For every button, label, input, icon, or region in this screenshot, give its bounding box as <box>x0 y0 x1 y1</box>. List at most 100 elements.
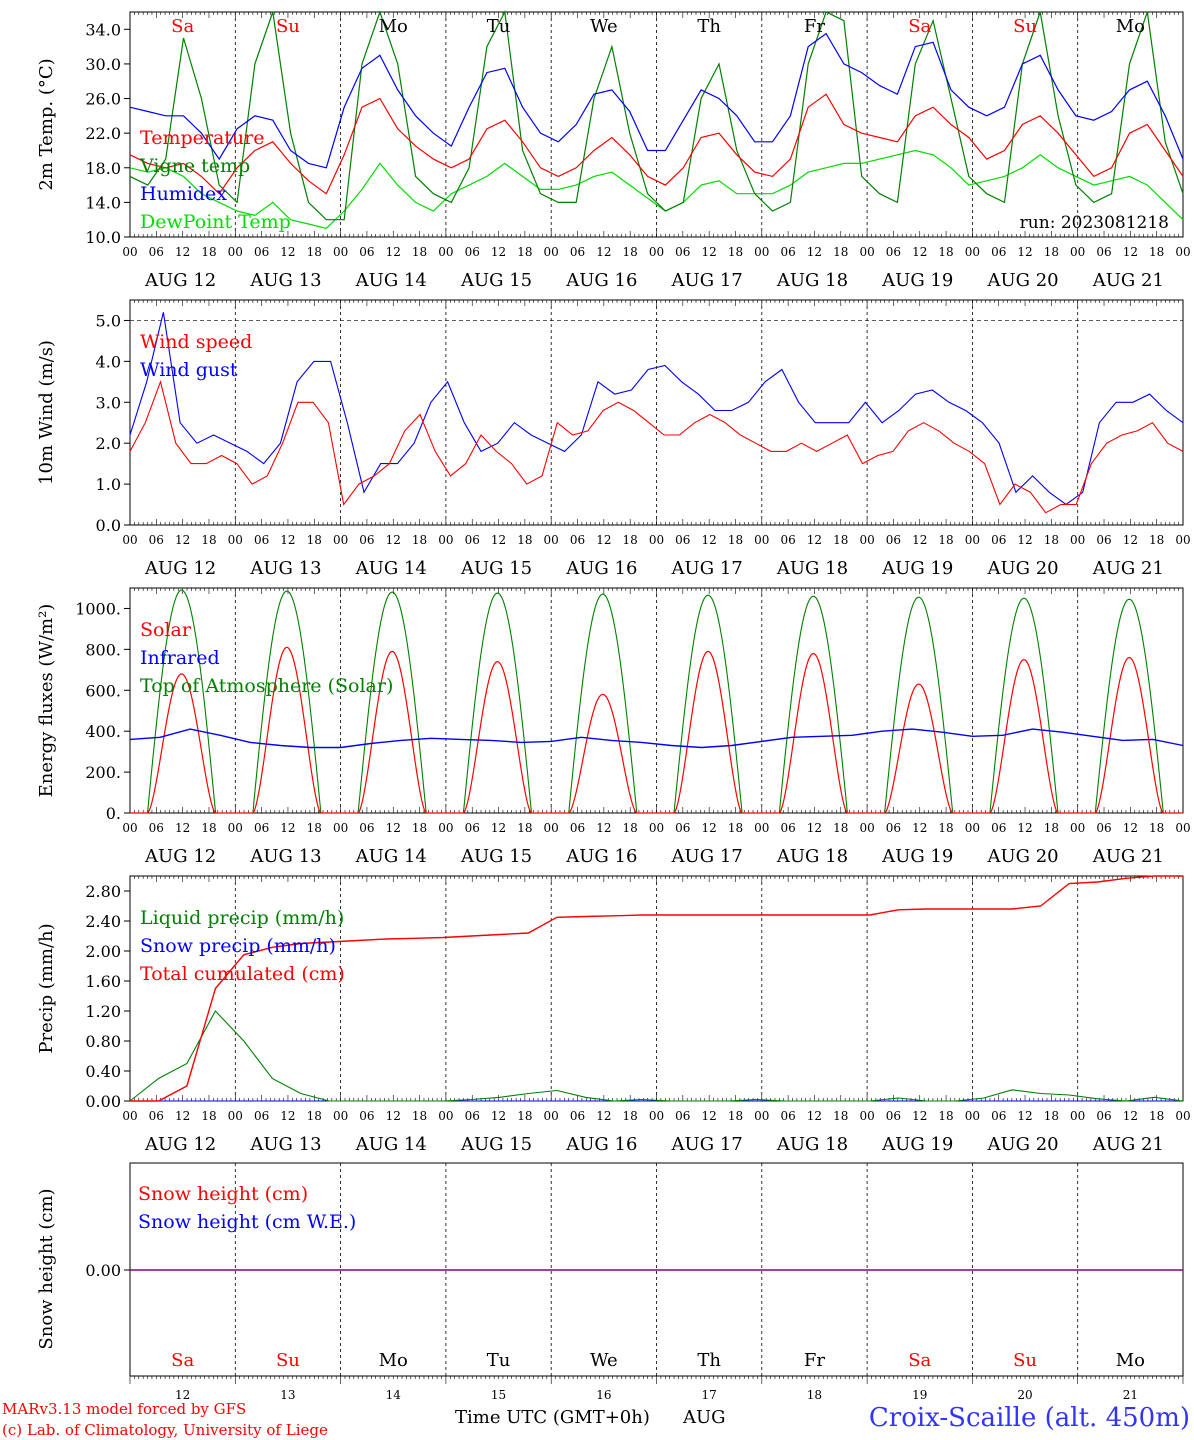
day-label: AUG 14 <box>355 270 427 291</box>
day-label: AUG 20 <box>986 558 1058 579</box>
day-label: AUG 17 <box>671 558 743 579</box>
hour-tick-label: 00 <box>544 821 559 835</box>
hour-tick-label: 12 <box>1123 533 1138 547</box>
hour-tick-label: 18 <box>307 1109 322 1123</box>
wind-series-wind-speed <box>129 379 1184 514</box>
hour-tick-label: 06 <box>886 821 901 835</box>
hour-tick-label: 18 <box>938 533 953 547</box>
hour-tick-label: 00 <box>859 245 874 259</box>
weekday-label: Mo <box>1116 1350 1145 1371</box>
hour-tick-label: 00 <box>1070 533 1085 547</box>
hour-tick-label: 12 <box>386 1109 401 1123</box>
hour-tick-label: 00 <box>544 1109 559 1123</box>
hour-tick-label: 06 <box>570 245 585 259</box>
run-annotation: run: 2023081218 <box>1020 213 1169 233</box>
hour-tick-label: 12 <box>1123 1109 1138 1123</box>
legend-entry: Snow height (cm) <box>138 1183 308 1205</box>
day-label: AUG 19 <box>881 846 953 867</box>
hour-tick-label: 18 <box>1149 533 1164 547</box>
hour-tick-label: 18 <box>307 821 322 835</box>
hour-tick-label: 18 <box>412 1109 427 1123</box>
hour-tick-label: 18 <box>833 821 848 835</box>
day-label: AUG 14 <box>355 558 427 579</box>
hour-tick-label: 18 <box>833 1109 848 1123</box>
weekday-label: Th <box>697 1350 721 1371</box>
hour-tick-label: 00 <box>333 533 348 547</box>
hour-tick-label: 00 <box>649 821 664 835</box>
weekday-label: Th <box>697 16 721 37</box>
day-label: AUG 15 <box>460 270 532 291</box>
hour-tick-label: 18 <box>623 245 638 259</box>
y-tick-label: 22.0 <box>85 124 121 143</box>
time-axis-label: Time UTC (GMT+0h) <box>455 1407 650 1428</box>
day-label: AUG 18 <box>776 1134 848 1155</box>
day-number: 13 <box>280 1388 295 1402</box>
hour-tick-label: 12 <box>596 245 611 259</box>
y-tick-label: 200. <box>85 763 121 782</box>
day-label: AUG 19 <box>881 558 953 579</box>
hour-tick-label: 18 <box>307 245 322 259</box>
hour-tick-label: 06 <box>359 821 374 835</box>
hour-tick-label: 12 <box>491 821 506 835</box>
hour-tick-label: 12 <box>702 533 717 547</box>
y-axis-label: Energy fluxes (W/m²) <box>36 604 57 798</box>
hour-tick-label: 06 <box>359 1109 374 1123</box>
hour-tick-label: 12 <box>175 1109 190 1123</box>
hour-tick-label: 18 <box>623 821 638 835</box>
legend-entry: Infrared <box>140 647 220 669</box>
hour-tick-label: 06 <box>780 1109 795 1123</box>
y-tick-label: 2.80 <box>85 882 121 901</box>
hour-tick-label: 18 <box>201 821 216 835</box>
hour-tick-label: 06 <box>465 533 480 547</box>
day-label: AUG 21 <box>1092 558 1164 579</box>
hour-tick-label: 00 <box>438 821 453 835</box>
weekday-label: Sa <box>908 16 931 37</box>
hour-tick-label: 12 <box>1017 245 1032 259</box>
weekday-label: Su <box>276 1350 300 1371</box>
weekday-label: Su <box>1013 1350 1037 1371</box>
hour-tick-label: 18 <box>307 533 322 547</box>
day-label: AUG 12 <box>144 846 216 867</box>
day-number: 19 <box>912 1388 927 1402</box>
hour-tick-label: 06 <box>1096 245 1111 259</box>
y-tick-label: 1000. <box>75 599 121 618</box>
hour-tick-label: 18 <box>938 1109 953 1123</box>
hour-tick-label: 00 <box>1175 821 1190 835</box>
day-label: AUG 12 <box>144 1134 216 1155</box>
hour-tick-label: 12 <box>491 245 506 259</box>
hour-tick-label: 06 <box>675 533 690 547</box>
hour-tick-label: 12 <box>912 245 927 259</box>
y-tick-label: 0.00 <box>85 1261 121 1280</box>
hour-tick-label: 18 <box>1044 245 1059 259</box>
hour-tick-label: 06 <box>1096 821 1111 835</box>
hour-tick-label: 12 <box>807 821 822 835</box>
day-label: AUG 17 <box>671 1134 743 1155</box>
hour-tick-label: 18 <box>412 245 427 259</box>
hour-tick-label: 12 <box>807 533 822 547</box>
weekday-label: Fr <box>804 16 825 37</box>
hour-tick-label: 12 <box>491 1109 506 1123</box>
day-label: AUG 20 <box>986 846 1058 867</box>
day-label: AUG 16 <box>565 270 637 291</box>
legend-entry: Wind speed <box>140 331 252 353</box>
hour-tick-label: 12 <box>912 821 927 835</box>
hour-tick-label: 18 <box>517 821 532 835</box>
hour-tick-label: 00 <box>1175 245 1190 259</box>
hour-tick-label: 18 <box>201 533 216 547</box>
hour-tick-label: 00 <box>228 245 243 259</box>
y-tick-label: 1.0 <box>96 475 121 494</box>
model-credit: MARv3.13 model forced by GFS <box>2 1400 246 1418</box>
y-axis-label: Precip (mm/h) <box>36 923 57 1053</box>
liquid-precip-series <box>129 1010 1184 1102</box>
hour-tick-label: 06 <box>149 245 164 259</box>
hour-tick-label: 18 <box>728 1109 743 1123</box>
hour-tick-label: 06 <box>991 245 1006 259</box>
hour-tick-label: 00 <box>438 245 453 259</box>
hour-tick-label: 18 <box>517 533 532 547</box>
day-label: AUG 15 <box>460 1134 532 1155</box>
y-tick-label: 4.0 <box>96 352 121 371</box>
day-label: AUG 12 <box>144 558 216 579</box>
hour-tick-label: 12 <box>807 1109 822 1123</box>
hour-tick-label: 18 <box>1149 1109 1164 1123</box>
hour-tick-label: 00 <box>859 1109 874 1123</box>
